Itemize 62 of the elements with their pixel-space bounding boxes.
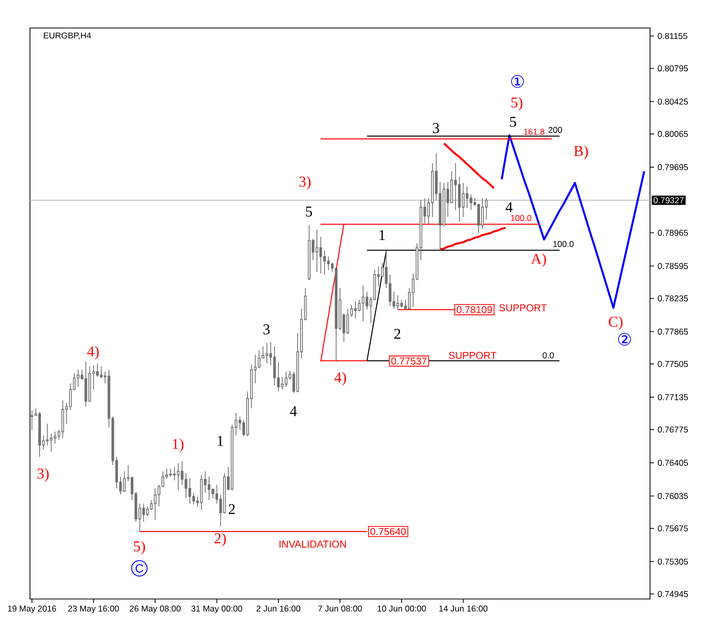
- annotation: 3: [432, 123, 440, 134]
- annotation: 4: [290, 406, 297, 416]
- x-tick-label: 23 May 16:00: [68, 606, 119, 614]
- y-tick-label: 0.74945: [658, 590, 688, 597]
- annotation: 100.0: [553, 241, 574, 248]
- annotation: B): [574, 146, 588, 160]
- annotation: 4): [334, 372, 346, 386]
- annotation: 0.0: [542, 352, 554, 358]
- y-tick-label: 0.77135: [658, 394, 688, 400]
- annotation: 1: [380, 230, 385, 240]
- annotation: 0.78109: [456, 306, 492, 314]
- annotation: ②: [618, 332, 631, 346]
- annotation: 5): [134, 540, 145, 554]
- x-tick-label: 19 May 2016: [8, 606, 56, 614]
- annotation: C): [608, 316, 623, 330]
- annotation: 5): [511, 97, 522, 111]
- y-tick-label: 0.77505: [658, 360, 688, 367]
- y-tick-label: 0.79695: [658, 164, 688, 170]
- annotation: ①: [511, 75, 524, 88]
- annotation: 1): [172, 438, 184, 452]
- annotation: 2: [394, 328, 400, 339]
- y-tick-label: 0.78965: [658, 230, 688, 236]
- y-tick-label: 0.76035: [658, 493, 688, 500]
- y-tick-label: 0.78595: [658, 263, 688, 270]
- annotation: 3): [38, 468, 49, 482]
- annotation: 200: [548, 126, 562, 133]
- y-tick-label: 0.80425: [658, 98, 688, 105]
- x-tick-label: 26 May 08:00: [130, 606, 181, 614]
- y-tick-label: 0.80795: [658, 65, 688, 72]
- x-tick-label: 14 Jun 16:00: [439, 606, 488, 612]
- annotation: 1: [218, 436, 224, 446]
- x-tick-label: 31 May 00:00: [191, 606, 242, 614]
- annotation: 161.8: [524, 128, 544, 135]
- annotation: 0.77537: [391, 358, 427, 365]
- annotation: 3): [299, 176, 311, 190]
- y-tick-label: 0.76405: [658, 460, 688, 466]
- annotation: 2: [228, 504, 235, 514]
- y-tick-label: 0.75305: [658, 558, 688, 565]
- y-tick-label: 0.77865: [658, 328, 688, 335]
- y-tick-label: 0.78235: [658, 295, 688, 302]
- y-tick-label: 0.81155: [658, 32, 688, 39]
- annotation: 5: [306, 206, 312, 217]
- x-tick-label: 10 Jun 00:00: [378, 606, 426, 612]
- annotation: A): [530, 253, 546, 267]
- annotation: SUPPORT: [448, 352, 496, 359]
- y-tick-label: 0.80065: [658, 130, 688, 137]
- annotation: C: [136, 564, 144, 573]
- annotation: 2): [214, 532, 226, 546]
- annotation: 5: [510, 116, 516, 127]
- ref-line-label: 0.79327: [654, 197, 684, 204]
- y-tick-label: 0.76775: [658, 426, 688, 433]
- annotation: 3: [263, 324, 270, 334]
- annotation: 100.0: [510, 214, 532, 221]
- annotation: 0.75640: [370, 528, 406, 536]
- y-tick-label: 0.75675: [658, 525, 688, 532]
- annotation: INVALIDATION: [280, 540, 346, 548]
- x-tick-label: 7 Jun 08:00: [318, 606, 362, 612]
- annotation: 4: [506, 202, 513, 212]
- annotation: 4): [87, 346, 99, 360]
- annotation: SUPPORT: [499, 304, 547, 312]
- chart-title: EURGBP,H4: [44, 32, 91, 40]
- x-tick-label: 2 Jun 16:00: [256, 606, 300, 612]
